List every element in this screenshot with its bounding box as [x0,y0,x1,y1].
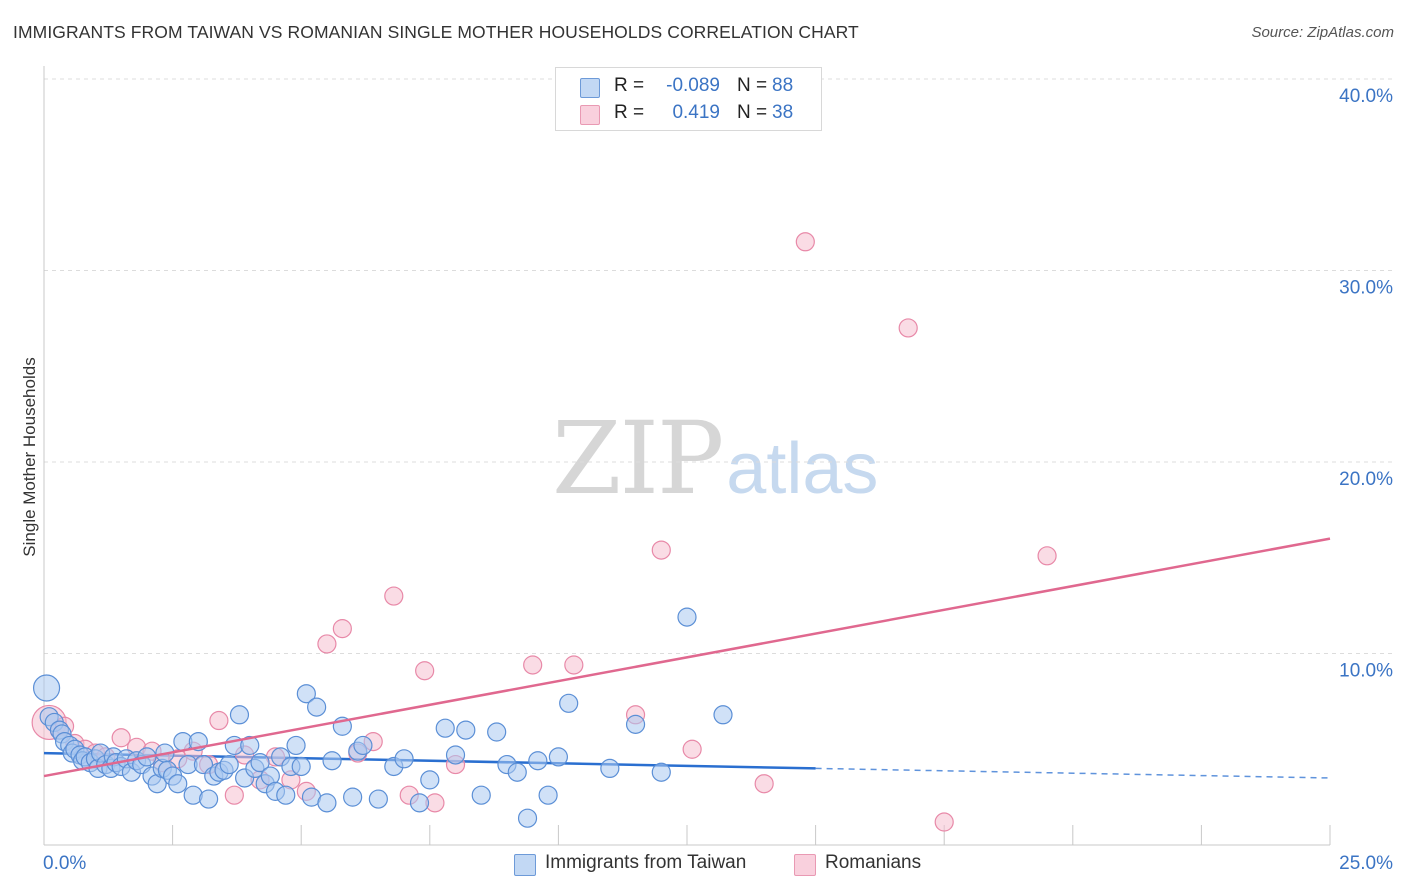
romanian-point [209,710,229,731]
legend-n-label: N = [737,102,768,123]
romanian-point [111,728,131,748]
romanian-trend-group [43,537,1331,778]
taiwan-point [625,714,646,734]
romanian-point [384,586,404,606]
axes [43,66,1331,846]
taiwan-point [507,762,527,782]
romanian-point [332,619,352,639]
watermark-atlas: atlas [726,429,879,509]
taiwan-point [219,754,239,775]
taiwan-point [420,770,440,790]
romanian-legend-swatch [794,854,816,876]
taiwan-point [471,785,491,805]
taiwan-point [307,697,327,717]
romanian-point [1037,546,1057,566]
taiwan-legend-swatch [514,854,536,876]
taiwan-point [368,789,388,809]
romanian-point [934,812,954,832]
taiwan-point [487,722,507,742]
legend-n-label: N = [737,75,768,96]
romanian-point [317,634,337,654]
romanian-point [564,655,584,675]
taiwan-point [291,756,311,777]
romanian-point [523,655,543,675]
legend-r-label: R = [614,75,645,96]
taiwan-point [276,785,296,805]
y-tick-label: 30.0% [1339,278,1393,299]
taiwan-point [538,785,558,805]
taiwan-point [677,607,697,627]
x-tick-label: 0.0% [43,853,86,874]
taiwan-point [456,720,476,740]
romanian-trend-line [43,537,1331,778]
taiwan-point [322,751,342,771]
taiwan-point [394,749,414,769]
x-tick-label: 25.0% [1339,853,1393,874]
legend-n-value: 38 [772,102,794,123]
y-tick-label: 20.0% [1339,469,1393,490]
taiwan-point [32,674,61,702]
taiwan-point [353,735,373,756]
taiwan-point [600,758,620,779]
x-tick-labels: 0.0% 25.0% [43,853,1393,874]
taiwan-point [229,705,250,725]
watermark: ZIPatlas [552,400,878,517]
taiwan-point [286,735,306,756]
taiwan-swatch [580,78,600,98]
taiwan-point [250,753,270,773]
gridlines [44,78,1392,654]
romanian-swatch [580,105,600,125]
taiwan-point [240,735,260,756]
taiwan-trend-extension [815,767,1331,779]
taiwan-point [528,751,548,771]
correlation-legend: R = -0.089 N = 88 R = 0.419 N = 38 [555,67,822,131]
taiwan-point [559,693,579,713]
watermark-zip: ZIP [552,400,724,517]
romanian-point [898,318,918,338]
romanian-point [415,661,435,681]
romanian-point [682,739,702,759]
legend-n-value: 88 [772,75,794,96]
legend-r-label: R = [614,102,645,123]
taiwan-point [517,808,538,828]
taiwan-point [168,774,188,794]
romanian-point [651,540,671,560]
taiwan-point [409,793,430,813]
taiwan-point [343,787,363,807]
taiwan-point [713,705,733,725]
romanian-point [754,774,774,794]
taiwan-point [435,718,455,738]
y-tick-label: 10.0% [1339,661,1393,682]
legend-r-value: 0.419 [672,102,720,123]
taiwan-point [651,762,671,782]
taiwan-points [32,607,733,828]
chart-title: IMMIGRANTS FROM TAIWAN VS ROMANIAN SINGL… [13,22,859,42]
taiwan-point [199,789,219,809]
y-tick-label: 40.0% [1339,86,1393,107]
romanian-point [795,232,815,252]
taiwan-legend-label: Immigrants from Taiwan [545,852,747,873]
taiwan-point [548,747,569,767]
y-tick-labels: 10.0% 20.0% 30.0% 40.0% [1339,86,1393,682]
source-label: Source: ZipAtlas.com [1251,24,1394,41]
taiwan-point [296,684,316,704]
taiwan-point [445,745,466,765]
romanian-point [224,785,244,805]
taiwan-point [317,793,337,813]
legend-r-value: -0.089 [666,75,720,96]
romanian-legend-label: Romanians [825,852,922,873]
